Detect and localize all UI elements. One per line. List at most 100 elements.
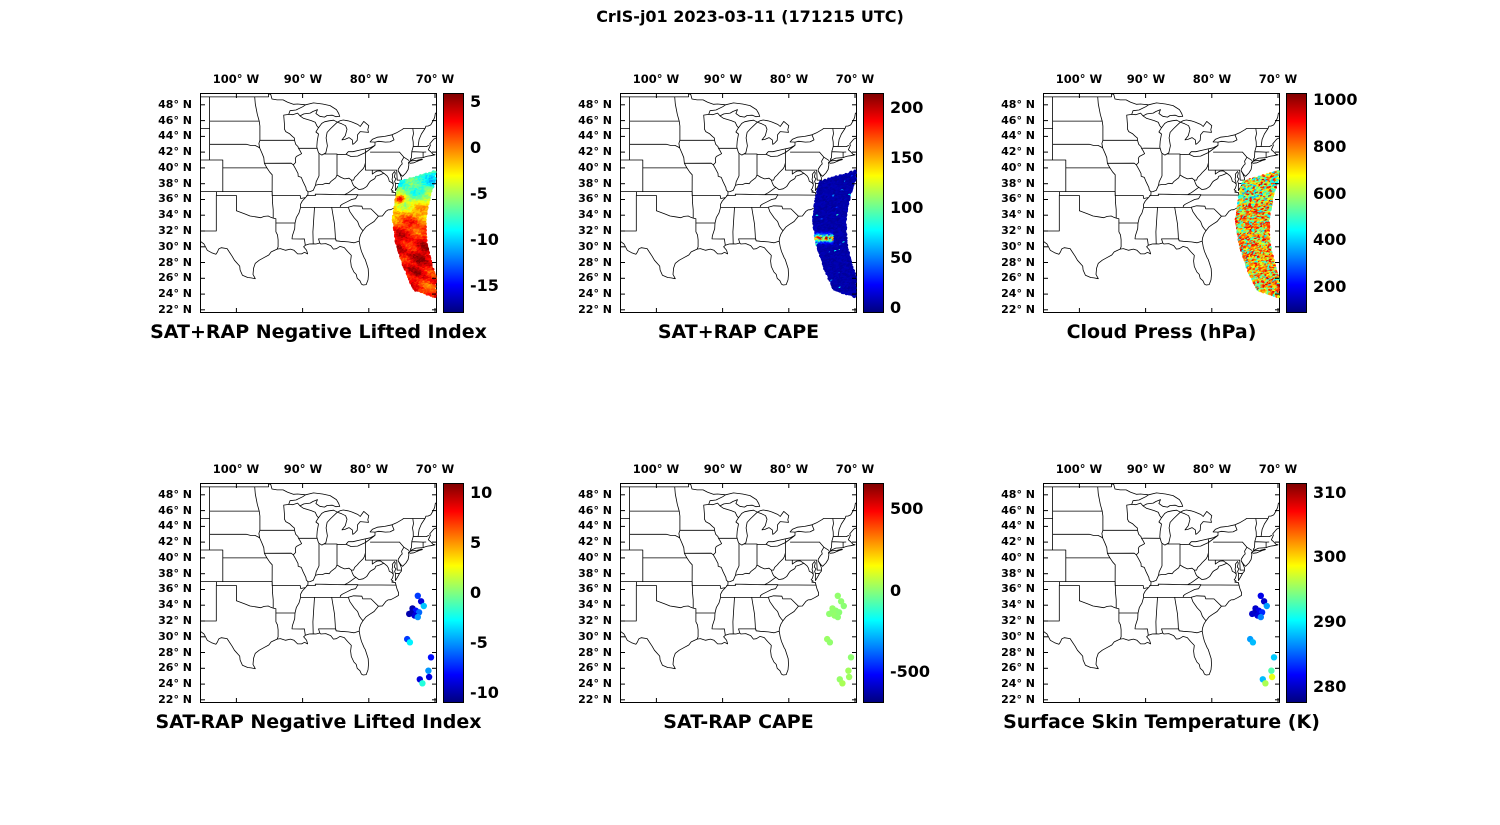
colorbar-tick-label: -5 [470,633,488,652]
colorbar-tick-label: 50 [890,248,913,267]
lat-tick-label: 22° N [578,693,612,706]
colorbar [443,483,464,703]
lat-tick-label: 42° N [158,535,192,548]
colorbar-tick-label: 300 [1313,547,1347,566]
map-panel [1042,93,1281,313]
lat-tick-label: 34° N [578,598,612,611]
panel-title: SAT-RAP Negative Lifted Index [155,711,482,733]
lon-tick-label: 90° W [283,72,323,86]
colorbar-tick-label: 400 [1313,230,1347,249]
axis-ticks [621,484,856,702]
lat-tick-label: 34° N [578,208,612,221]
lat-tick-label: 48° N [158,98,192,111]
lat-tick-label: 32° N [158,614,192,627]
colorbar-tick-label: 0 [890,298,902,317]
colorbar [863,483,884,703]
colorbar-tick-label: 1000 [1313,90,1358,109]
observation-points [404,592,435,687]
lat-tick-label: 46° N [578,114,612,127]
lat-tick-label: 40° N [158,551,192,564]
lat-tick-label: 36° N [1001,192,1035,205]
lat-tick-label: 26° N [1001,661,1035,674]
colorbar-tick-label: -10 [470,230,499,249]
lat-tick-label: 30° N [1001,630,1035,643]
colorbar-tick-label: 280 [1313,677,1347,696]
lat-tick-label: 42° N [1001,145,1035,158]
lat-tick-label: 26° N [1001,271,1035,284]
colorbar-tick-label: 600 [1313,184,1347,203]
lat-tick-label: 36° N [158,192,192,205]
lat-tick-label: 24° N [1001,677,1035,690]
panel-title: SAT-RAP CAPE [663,711,814,733]
lat-tick-label: 48° N [578,488,612,501]
panel-title: Cloud Press (hPa) [1066,321,1257,343]
map-frame [1043,483,1280,703]
state-boundaries [199,483,438,676]
lat-tick-label: 44° N [578,129,612,142]
lat-tick-label: 30° N [158,630,192,643]
lon-tick-label: 70° W [415,462,455,476]
lat-tick-label: 24° N [1001,287,1035,300]
swath-points [391,170,437,298]
lat-tick-label: 48° N [1001,488,1035,501]
lat-tick-label: 38° N [158,567,192,580]
state-boundaries [1042,483,1281,676]
axis-ticks [621,94,856,312]
map-plot [619,93,858,313]
lon-tick-label: 80° W [1192,72,1232,86]
axis-ticks [1044,94,1279,312]
colorbar-tick-label: 200 [1313,277,1347,296]
lon-tick-label: 70° W [1258,72,1298,86]
lon-tick-label: 90° W [1126,462,1166,476]
lon-tick-label: 70° W [835,462,875,476]
lat-tick-label: 34° N [158,208,192,221]
lat-tick-label: 34° N [158,598,192,611]
map-panel [1042,483,1281,703]
lat-tick-label: 46° N [1001,114,1035,127]
lat-tick-label: 26° N [578,661,612,674]
lat-tick-label: 40° N [578,551,612,564]
colorbar-tick-label: 200 [890,98,924,117]
lat-tick-label: 46° N [1001,504,1035,517]
lat-tick-label: 38° N [578,177,612,190]
lat-tick-label: 26° N [158,271,192,284]
panel-title: SAT+RAP Negative Lifted Index [150,321,487,343]
lat-tick-label: 44° N [158,129,192,142]
lon-tick-label: 80° W [769,72,809,86]
lat-tick-label: 28° N [1001,646,1035,659]
colorbar-tick-label: -10 [470,683,499,702]
lat-tick-label: 24° N [578,677,612,690]
colorbar [863,93,884,313]
state-boundaries [619,483,858,676]
map-panel [619,93,858,313]
lat-tick-label: 24° N [158,677,192,690]
lat-tick-label: 32° N [158,224,192,237]
lat-tick-label: 36° N [578,192,612,205]
lat-tick-label: 26° N [578,271,612,284]
lat-tick-label: 40° N [1001,551,1035,564]
map-plot [1042,93,1281,313]
colorbar-tick-label: 5 [470,533,482,552]
lat-tick-label: 36° N [158,582,192,595]
lon-tick-label: 80° W [1192,462,1232,476]
lon-tick-label: 100° W [1055,72,1103,86]
map-frame [200,483,437,703]
lat-tick-label: 36° N [1001,582,1035,595]
map-panel [199,93,438,313]
colorbar-tick-label: 0 [470,138,482,157]
lon-tick-label: 100° W [1055,462,1103,476]
colorbar-tick-label: 150 [890,148,924,167]
axis-ticks [201,94,436,312]
colorbar [1286,483,1307,703]
lon-tick-label: 90° W [703,462,743,476]
lat-tick-label: 28° N [578,646,612,659]
lon-tick-label: 80° W [349,72,389,86]
lat-tick-label: 48° N [1001,98,1035,111]
colorbar-tick-label: -5 [470,184,488,203]
lat-tick-label: 42° N [578,535,612,548]
lat-tick-label: 32° N [1001,614,1035,627]
lon-tick-label: 90° W [703,72,743,86]
lat-tick-label: 32° N [578,614,612,627]
state-boundaries [619,93,858,286]
lat-tick-label: 48° N [578,98,612,111]
